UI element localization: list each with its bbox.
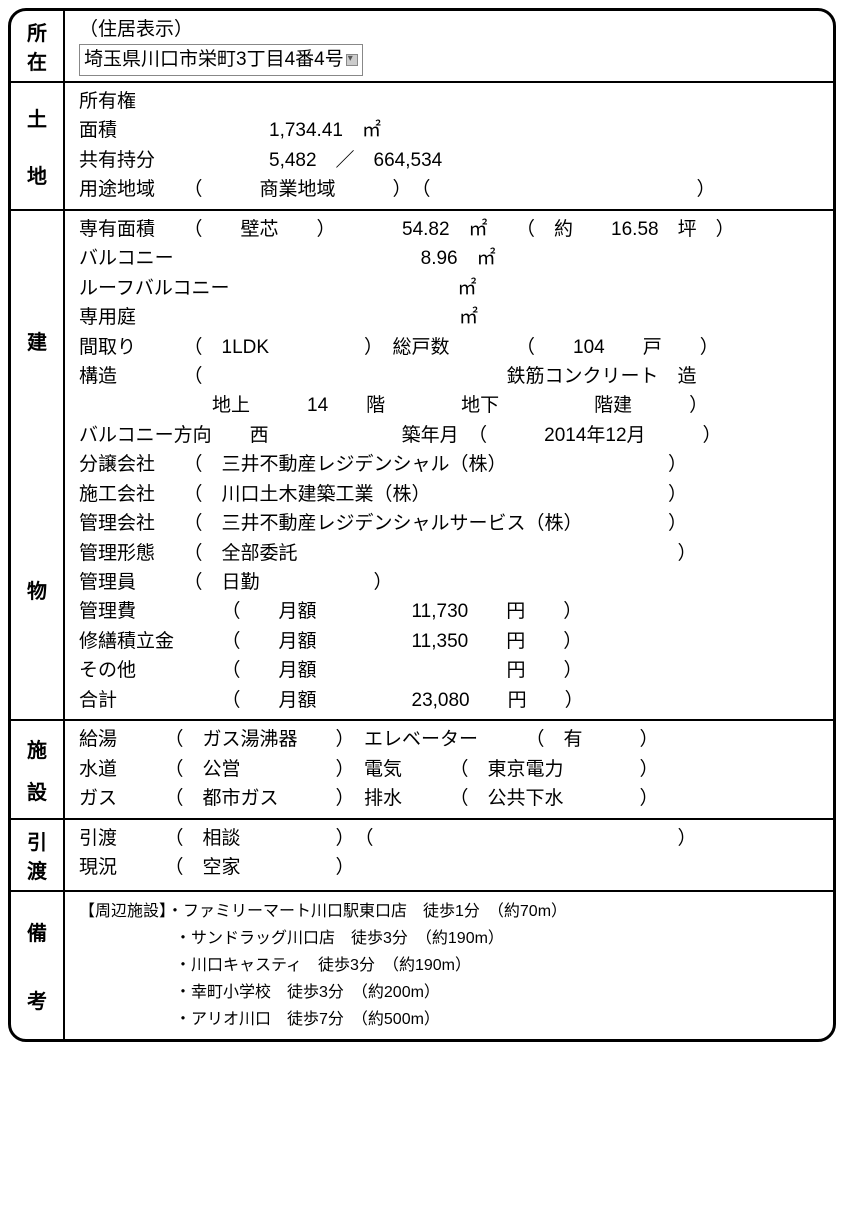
land-area: 面積 1,734.41 ㎡ bbox=[79, 116, 823, 145]
building-total-fee: 合計 （ 月額 23,080 円 ） bbox=[79, 686, 823, 715]
content-facility: 給湯 （ ガス湯沸器 ） エレベーター （ 有 ） 水道 （ 公営 ） 電気 （… bbox=[65, 721, 833, 817]
side-label-land: 土 地 bbox=[11, 83, 65, 209]
side-char: 引 bbox=[27, 826, 47, 855]
building-layout: 間取り （ 1LDK ） 総戸数 （ 104 戸 ） bbox=[79, 333, 823, 362]
side-char: 在 bbox=[27, 46, 47, 75]
remarks-line-4: ・幸町小学校 徒歩3分 （約200m） bbox=[79, 979, 823, 1006]
address-box[interactable]: 埼玉県川口市栄町3丁目4番4号 bbox=[79, 44, 363, 75]
side-label-handover: 引 渡 bbox=[11, 820, 65, 890]
building-constructor: 施工会社 （ 川口土木建築工業（株） ） bbox=[79, 480, 823, 509]
side-char: 土 bbox=[27, 103, 47, 132]
building-repair-fund: 修繕積立金 （ 月額 11,350 円 ） bbox=[79, 627, 823, 656]
side-char: 設 bbox=[27, 776, 47, 805]
property-sheet: 所 在 （住居表示） 埼玉県川口市栄町3丁目4番4号 土 地 所有権 面積 1,… bbox=[8, 8, 836, 1042]
side-char: 所 bbox=[27, 17, 47, 46]
building-structure-2: 地上 14 階 地下 階建 ） bbox=[79, 391, 823, 420]
side-char: 備 bbox=[27, 917, 47, 946]
handover-status: 現況 （ 空家 ） bbox=[79, 853, 823, 882]
section-handover: 引 渡 引渡 （ 相談 ） （ ） 現況 （ 空家 ） bbox=[11, 820, 833, 892]
facility-water-electric: 水道 （ 公営 ） 電気 （ 東京電力 ） bbox=[79, 755, 823, 784]
side-char: 施 bbox=[27, 734, 47, 763]
section-land: 土 地 所有権 面積 1,734.41 ㎡ 共有持分 5,482 ／ 664,5… bbox=[11, 83, 833, 211]
section-remarks: 備 考 【周辺施設】・ファミリーマート川口駅東口店 徒歩1分 （約70m） ・サ… bbox=[11, 892, 833, 1040]
building-exclusive-area: 専有面積 （ 壁芯 ） 54.82 ㎡ （ 約 16.58 坪 ） bbox=[79, 215, 823, 244]
side-label-remarks: 備 考 bbox=[11, 892, 65, 1040]
content-handover: 引渡 （ 相談 ） （ ） 現況 （ 空家 ） bbox=[65, 820, 833, 890]
remarks-line-1: 【周辺施設】・ファミリーマート川口駅東口店 徒歩1分 （約70m） bbox=[79, 898, 823, 925]
handover-delivery: 引渡 （ 相談 ） （ ） bbox=[79, 824, 823, 853]
remarks-line-2: ・サンドラッグ川口店 徒歩3分 （約190m） bbox=[79, 925, 823, 952]
building-manager: 管理員 （ 日勤 ） bbox=[79, 568, 823, 597]
building-management-co: 管理会社 （ 三井不動産レジデンシャルサービス（株） ） bbox=[79, 509, 823, 538]
side-label-facility: 施 設 bbox=[11, 721, 65, 817]
remarks-line-3: ・川口キャスティ 徒歩3分 （約190m） bbox=[79, 952, 823, 979]
section-building: 建 物 専有面積 （ 壁芯 ） 54.82 ㎡ （ 約 16.58 坪 ） バル… bbox=[11, 211, 833, 721]
dropdown-icon[interactable] bbox=[346, 54, 358, 66]
content-land: 所有権 面積 1,734.41 ㎡ 共有持分 5,482 ／ 664,534 用… bbox=[65, 83, 833, 209]
building-other-fee: その他 （ 月額 円 ） bbox=[79, 656, 823, 685]
side-char: 物 bbox=[27, 575, 47, 604]
section-location: 所 在 （住居表示） 埼玉県川口市栄町3丁目4番4号 bbox=[11, 11, 833, 83]
land-zoning: 用途地域 （ 商業地域 ） （ ） bbox=[79, 175, 823, 204]
side-char: 考 bbox=[27, 985, 47, 1014]
land-share: 共有持分 5,482 ／ 664,534 bbox=[79, 146, 823, 175]
building-balcony: バルコニー 8.96 ㎡ bbox=[79, 244, 823, 273]
facility-gas-drain: ガス （ 都市ガス ） 排水 （ 公共下水 ） bbox=[79, 784, 823, 813]
content-building: 専有面積 （ 壁芯 ） 54.82 ㎡ （ 約 16.58 坪 ） バルコニー … bbox=[65, 211, 833, 719]
building-structure-1: 構造 （ 鉄筋コンクリート 造 bbox=[79, 362, 823, 391]
side-char: 建 bbox=[27, 326, 47, 355]
land-ownership: 所有権 bbox=[79, 87, 823, 116]
building-private-garden: 専用庭 ㎡ bbox=[79, 303, 823, 332]
building-developer: 分譲会社 （ 三井不動産レジデンシャル（株） ） bbox=[79, 450, 823, 479]
facility-hotwater-elevator: 給湯 （ ガス湯沸器 ） エレベーター （ 有 ） bbox=[79, 725, 823, 754]
building-mgmt-fee: 管理費 （ 月額 11,730 円 ） bbox=[79, 597, 823, 626]
address-text: 埼玉県川口市栄町3丁目4番4号 bbox=[84, 49, 344, 70]
building-direction-built: バルコニー方向 西 築年月 （ 2014年12月 ） bbox=[79, 421, 823, 450]
location-header: （住居表示） bbox=[79, 15, 823, 44]
side-label-location: 所 在 bbox=[11, 11, 65, 81]
side-char: 渡 bbox=[27, 855, 47, 884]
remarks-line-5: ・アリオ川口 徒歩7分 （約500m） bbox=[79, 1006, 823, 1033]
location-address-row: 埼玉県川口市栄町3丁目4番4号 bbox=[79, 44, 823, 75]
section-facility: 施 設 給湯 （ ガス湯沸器 ） エレベーター （ 有 ） 水道 （ 公営 ） … bbox=[11, 721, 833, 819]
content-remarks: 【周辺施設】・ファミリーマート川口駅東口店 徒歩1分 （約70m） ・サンドラッ… bbox=[65, 892, 833, 1040]
content-location: （住居表示） 埼玉県川口市栄町3丁目4番4号 bbox=[65, 11, 833, 81]
side-label-building: 建 物 bbox=[11, 211, 65, 719]
building-roof-balcony: ルーフバルコニー ㎡ bbox=[79, 274, 823, 303]
building-management-type: 管理形態 （ 全部委託 ） bbox=[79, 539, 823, 568]
side-char: 地 bbox=[27, 160, 47, 189]
